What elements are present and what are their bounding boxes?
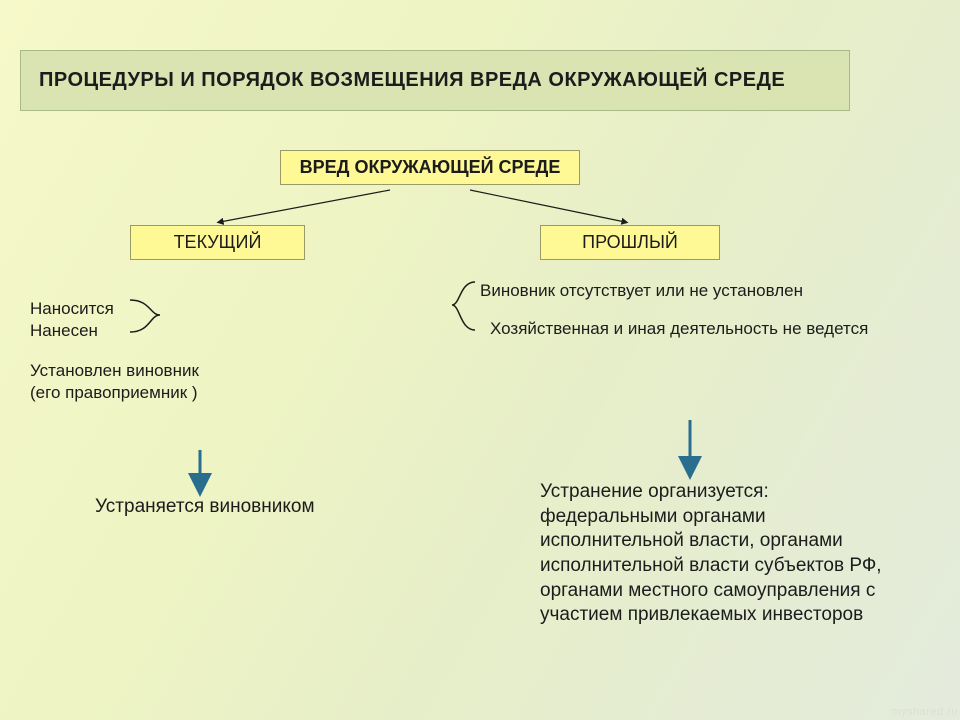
right-bracket bbox=[452, 282, 475, 330]
left-cond-line3: Установлен виновник (его правоприемник ) bbox=[30, 360, 200, 404]
category-past: ПРОШЛЫЙ bbox=[540, 225, 720, 260]
split-line-left bbox=[220, 190, 390, 222]
right-cond1: Виновник отсутствует или не установлен bbox=[480, 280, 803, 302]
left-result: Устраняется виновником bbox=[95, 495, 315, 520]
category-current: ТЕКУЩИЙ bbox=[130, 225, 305, 260]
subtitle-box: ВРЕД ОКРУЖАЮЩЕЙ СРЕДЕ bbox=[280, 150, 580, 185]
diagram-canvas: ПРОЦЕДУРЫ И ПОРЯДОК ВОЗМЕЩЕНИЯ ВРЕДА ОКР… bbox=[0, 0, 960, 720]
main-title: ПРОЦЕДУРЫ И ПОРЯДОК ВОЗМЕЩЕНИЯ ВРЕДА ОКР… bbox=[20, 50, 850, 111]
left-cond-line2: Нанесен bbox=[30, 320, 98, 342]
watermark: myshared.ru bbox=[891, 706, 958, 718]
right-result: Устранение организуется: федеральными ор… bbox=[540, 480, 910, 628]
left-cond-line1: Наносится bbox=[30, 298, 114, 320]
left-bracket bbox=[130, 300, 160, 332]
right-cond2: Хозяйственная и иная деятельность не вед… bbox=[490, 318, 868, 340]
split-line-right bbox=[470, 190, 625, 222]
